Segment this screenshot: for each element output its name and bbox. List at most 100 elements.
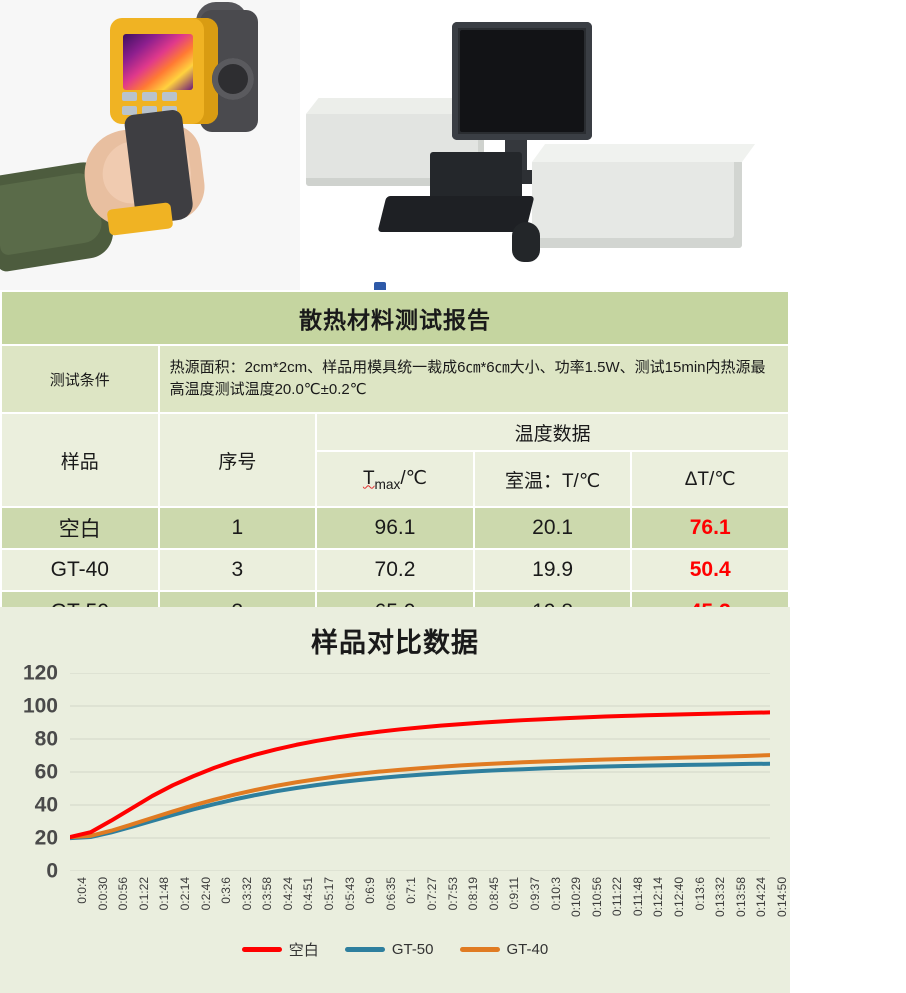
header-delta-temp: ΔT/℃ <box>630 450 790 508</box>
x-tick-label: 0:14:50 <box>775 877 789 918</box>
x-tick-label: 0:7:27 <box>425 877 439 911</box>
cell-delta: 50.4 <box>630 548 790 592</box>
header-tmax-subscript: max <box>374 476 401 492</box>
chart-svg <box>70 673 770 871</box>
x-tick-label: 0:2:14 <box>177 877 192 911</box>
header-row-sub: Tmax/℃ 室温：T/℃ ΔT/℃ <box>1 450 790 508</box>
test-report-table: 散热材料测试报告 测试条件 热源面积：2cm*2cm、样品用模具统一裁成6㎝*6… <box>0 290 791 634</box>
legend-swatch-icon <box>459 947 500 952</box>
condition-text: 热源面积：2cm*2cm、样品用模具统一裁成6㎝*6㎝大小、功率1.5W、测试1… <box>157 344 791 414</box>
camera-lens-shape <box>212 58 254 100</box>
chart-y-axis-labels: 0 20 40 60 80 100 120 <box>0 661 58 883</box>
y-tick-label: 0 <box>46 859 58 883</box>
instrument-logo-icon <box>374 282 386 290</box>
chart-title: 样品对比数据 <box>311 628 479 658</box>
x-tick-label: 0:11:22 <box>610 877 625 917</box>
x-tick-label: 0:0:30 <box>95 877 110 911</box>
condition-label: 测试条件 <box>0 344 160 414</box>
cell-index: 1 <box>157 506 318 550</box>
cell-delta: 76.1 <box>630 506 790 550</box>
mouse-shape <box>512 222 540 262</box>
header-row-group: 样品 序号 温度数据 <box>0 412 790 508</box>
legend-item[interactable]: 空白 <box>241 939 319 960</box>
x-tick-label: 0:0:56 <box>116 877 131 911</box>
thermal-test-rig-photo <box>300 0 790 290</box>
legend-swatch-icon <box>241 947 282 952</box>
report-table: 散热材料测试报告 测试条件 热源面积：2cm*2cm、样品用模具统一裁成6㎝*6… <box>0 290 791 634</box>
x-tick-label: 0:3:32 <box>239 877 254 911</box>
y-tick-label: 20 <box>34 826 58 850</box>
x-tick-label: 0:7:1 <box>404 877 419 904</box>
x-tick-label: 0:10:29 <box>569 877 584 918</box>
photo-strip <box>0 0 790 290</box>
x-tick-label: 0:3:6 <box>219 877 234 904</box>
y-tick-label: 120 <box>22 661 58 685</box>
x-tick-label: 0:12:14 <box>651 877 666 918</box>
chart-series-line <box>70 764 770 838</box>
test-condition-row: 测试条件 热源面积：2cm*2cm、样品用模具统一裁成6㎝*6㎝大小、功率1.5… <box>0 344 791 414</box>
y-tick-label: 60 <box>34 760 58 784</box>
x-tick-label: 0:13:6 <box>692 877 707 911</box>
cell-sample: 空白 <box>0 506 160 550</box>
x-tick-label: 0:1:22 <box>136 877 151 911</box>
x-tick-label: 0:13:58 <box>733 877 748 918</box>
keyboard-shape <box>377 196 535 232</box>
cell-tmax: 96.1 <box>315 506 475 550</box>
test-instrument-right-shape <box>532 160 742 248</box>
legend-label: 空白 <box>288 942 319 959</box>
cell-sample: GT-40 <box>0 548 160 592</box>
header-tmax: Tmax/℃ <box>315 450 475 508</box>
cell-index: 3 <box>157 548 318 592</box>
header-temperature-group: 温度数据 <box>315 412 790 452</box>
x-tick-label: 0:6:9 <box>363 877 378 904</box>
legend-label: GT-50 <box>391 941 434 958</box>
x-tick-label: 0:14:24 <box>754 877 769 918</box>
chart-plot-area <box>70 673 770 871</box>
x-tick-label: 0:7:53 <box>445 877 460 911</box>
legend-swatch-icon <box>344 947 385 952</box>
header-tmax-unit: /℃ <box>400 467 428 489</box>
header-sample: 样品 <box>0 412 160 508</box>
x-tick-label: 0:11:48 <box>630 877 645 917</box>
header-tmax-prefix: T <box>362 467 375 489</box>
report-title: 散热材料测试报告 <box>0 290 790 346</box>
camera-thermal-screen <box>123 34 193 90</box>
x-tick-label: 0:8:19 <box>466 877 481 911</box>
header-index: 序号 <box>157 412 318 508</box>
x-tick-label: 0:9:37 <box>527 877 542 911</box>
legend-label: GT-40 <box>506 941 549 958</box>
cell-tmax: 70.2 <box>315 548 475 592</box>
header-room-temp: 室温：T/℃ <box>472 450 633 508</box>
table-row: GT-40 3 70.2 19.9 50.4 <box>0 548 790 592</box>
cell-room: 19.9 <box>472 548 633 592</box>
x-tick-label: 0:12:40 <box>672 877 687 918</box>
x-tick-label: 0:13:32 <box>713 877 728 918</box>
x-tick-label: 0:5:43 <box>342 877 357 911</box>
x-tick-label: 0:1:48 <box>157 877 172 911</box>
x-tick-label: 0:3:58 <box>260 877 275 911</box>
report-title-row: 散热材料测试报告 <box>0 290 790 346</box>
chart-series-line <box>70 755 770 837</box>
monitor-screen-shape <box>460 30 584 132</box>
x-tick-label: 0:5:17 <box>322 877 337 911</box>
x-tick-label: 0:8:45 <box>486 877 501 911</box>
y-tick-label: 100 <box>22 694 58 718</box>
x-tick-label: 0:2:40 <box>198 877 213 911</box>
table-row: 空白 1 96.1 20.1 76.1 <box>0 506 790 550</box>
x-tick-label: 0:10:56 <box>589 877 604 918</box>
x-tick-label: 0:0:4 <box>75 877 89 904</box>
thermal-imaging-camera-photo <box>0 0 300 290</box>
y-tick-label: 80 <box>34 727 58 751</box>
chart-series-line <box>70 712 770 837</box>
legend-item[interactable]: GT-40 <box>459 941 549 958</box>
legend-item[interactable]: GT-50 <box>344 941 434 958</box>
y-tick-label: 40 <box>34 793 58 817</box>
x-tick-label: 0:4:51 <box>301 877 316 911</box>
chart-legend: 空白 GT-50 GT-40 <box>0 939 790 960</box>
x-tick-label: 0:6:35 <box>383 877 398 911</box>
cell-room: 20.1 <box>472 506 633 550</box>
x-tick-label: 0:10:3 <box>548 877 563 911</box>
x-tick-label: 0:4:24 <box>280 877 295 911</box>
x-tick-label: 0:9:11 <box>507 877 522 910</box>
comparison-chart: 样品对比数据 0 20 40 60 80 100 120 0:0:4 0:0:30 0:0:56… <box>0 607 790 993</box>
